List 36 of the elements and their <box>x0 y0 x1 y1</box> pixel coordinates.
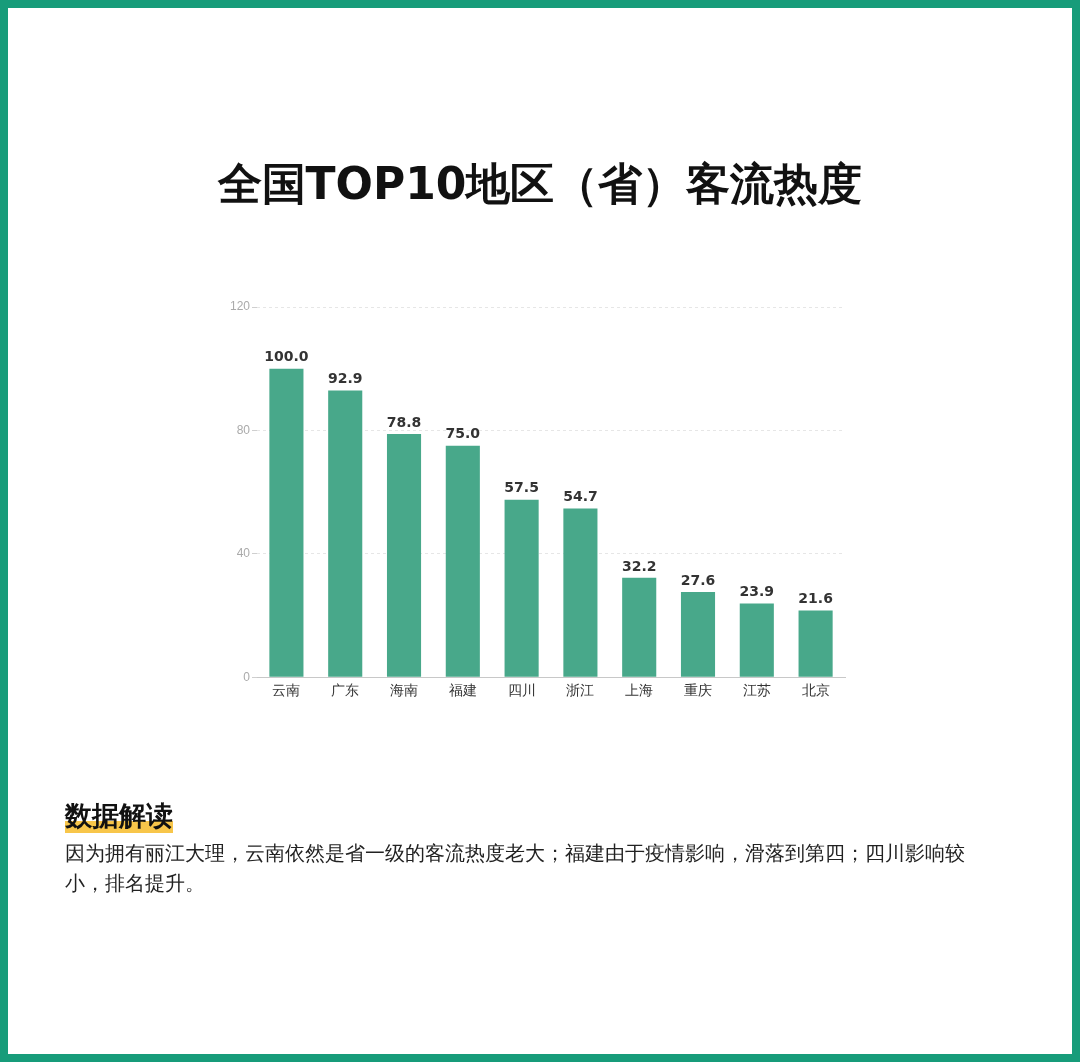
bar <box>386 434 422 677</box>
x-tick-label: 上海 <box>625 682 654 699</box>
bar <box>622 577 657 677</box>
data-label: 23.9 <box>739 583 775 600</box>
x-tick-label: 海南 <box>390 682 419 699</box>
data-label: 78.8 <box>386 413 422 430</box>
y-tick-label: 120 <box>229 299 251 314</box>
x-tick-label: 浙江 <box>566 682 595 699</box>
bar <box>328 390 363 677</box>
x-tick-label: 广东 <box>331 682 360 699</box>
bar <box>563 508 598 677</box>
data-label: 75.0 <box>445 425 481 442</box>
bar <box>445 445 480 677</box>
y-tick-label: 40 <box>236 546 251 561</box>
chart-title: 全国TOP10地区（省）客流热度 <box>216 157 864 211</box>
x-tick-label: 四川 <box>507 682 536 699</box>
bar <box>798 610 833 677</box>
text: 因为拥有丽江大理，云南依然是省一级的客流热度老大；福建由于疫情影响，滑落到第四；四川影响较小，排名提升。 <box>65 840 966 897</box>
y-tick-label: 0 <box>243 669 251 684</box>
data-label: 57.5 <box>504 479 539 496</box>
bar <box>504 499 539 677</box>
data-label: 100.0 <box>264 348 309 365</box>
x-tick-label: 北京 <box>801 682 830 699</box>
bar <box>739 603 774 677</box>
data-label: 92.9 <box>327 370 363 387</box>
x-tick-label: 福建 <box>448 682 477 699</box>
data-label: 27.6 <box>680 571 716 588</box>
data-label: 54.7 <box>563 488 598 505</box>
x-tick-label: 云南 <box>272 682 301 699</box>
data-label: 21.6 <box>798 590 833 607</box>
x-tick-label: 江苏 <box>742 682 771 699</box>
bar <box>269 368 304 677</box>
x-tick-label: 重庆 <box>684 682 713 699</box>
data-label: 32.2 <box>621 557 657 574</box>
bar <box>680 592 716 677</box>
y-tick-label: 80 <box>236 422 251 437</box>
